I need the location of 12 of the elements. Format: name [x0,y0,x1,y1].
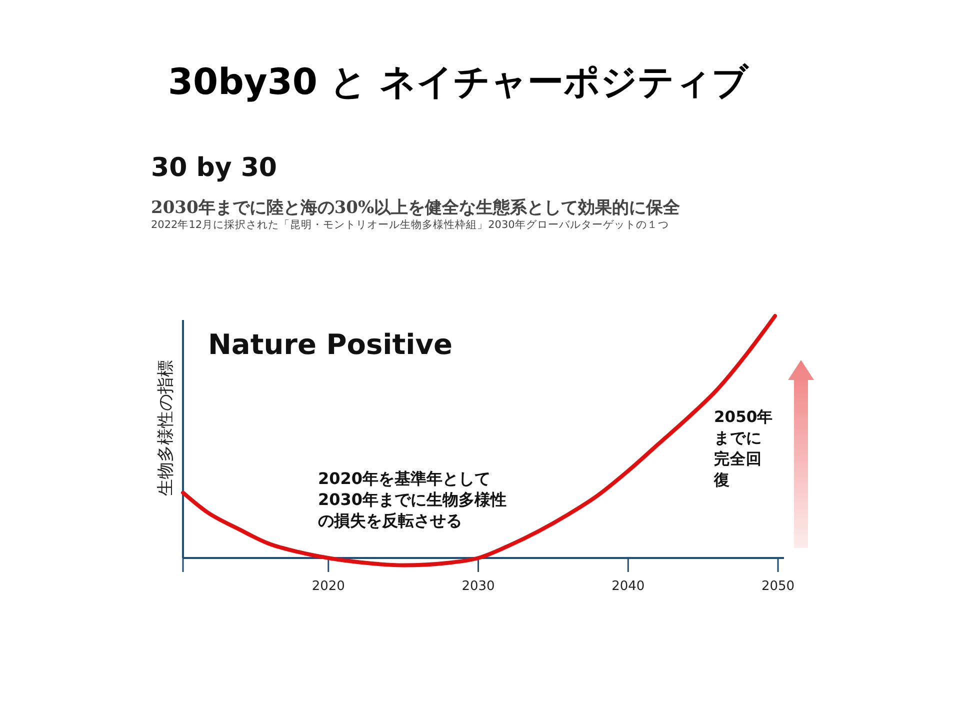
text: 30 by 30 [151,153,278,183]
y-axis-title: 生物多様性の指標 [156,360,176,496]
text: 2030年までに陸と海の30%以上を健全な生態系として効果的に保全 [151,198,682,218]
x-tick-label: 2020 [312,579,345,594]
x-tick-label: 2040 [612,579,645,594]
annotation: 2050年までに完全回復 [713,408,774,489]
annotation: Nature Positive [208,328,452,361]
annotation: 2020年を基準年として2030年までに生物多様性の損失を反転させる [318,469,507,530]
x-tick-label: 2030 [462,579,495,594]
chart-title: 30by30 と ネイチャーポジティブ [168,62,750,103]
text: 2022年12月に採択された「昆明・モントリオール生物多様性枠組」2030年グローバルターゲットの１つ [151,218,669,231]
x-tick-label: 2050 [761,579,795,594]
